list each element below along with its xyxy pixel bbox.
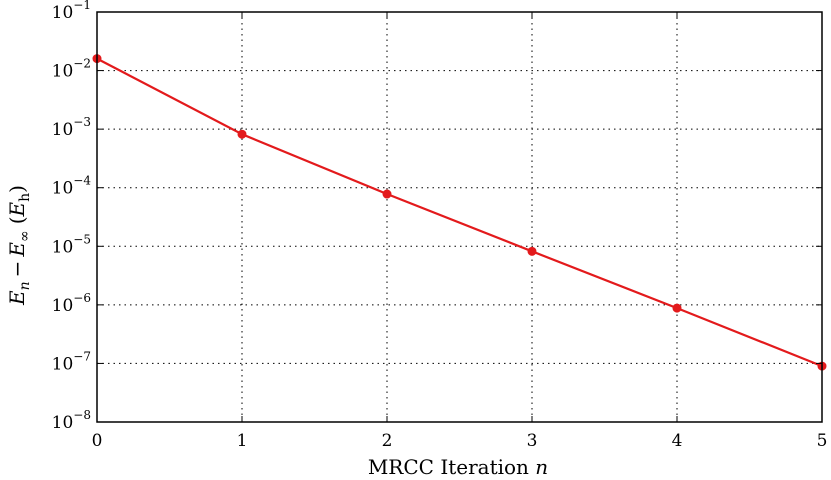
y-tick-label-base: 10 (52, 354, 74, 374)
x-axis-title-variable: n (535, 455, 548, 479)
y-tick-label-exponent: −8 (73, 408, 91, 422)
y-tick-label-exponent: −1 (73, 0, 91, 12)
y-tick-label-base: 10 (52, 296, 74, 316)
y-axis-title-energy-3: E (5, 201, 29, 217)
y-axis-title-energy: E (5, 290, 29, 306)
x-axis-title: MRCC Iteration n (368, 455, 548, 479)
y-tick-label-base: 10 (52, 120, 74, 140)
y-tick-label-exponent: −5 (73, 232, 91, 246)
y-tick-label-exponent: −6 (73, 291, 91, 305)
y-tick-label: 10−8 (52, 408, 91, 433)
y-tick-label-exponent: −3 (73, 115, 91, 129)
data-point (672, 303, 682, 313)
x-tick-label: 3 (527, 431, 538, 451)
y-tick-label-base: 10 (52, 179, 74, 199)
y-tick-label-exponent: −2 (73, 57, 91, 71)
y-axis-title-infinity-subscript: ∞ (17, 230, 33, 242)
x-tick-label: 5 (817, 431, 828, 451)
plot-frame (96, 11, 823, 423)
y-tick-label: 10−4 (52, 174, 92, 199)
y-axis-title-open-paren: ( (5, 216, 29, 224)
y-axis-title-n-subscript: n (17, 281, 33, 290)
data-point (382, 189, 392, 199)
y-tick-label: 10−2 (52, 57, 91, 82)
x-tick-label: 1 (237, 431, 248, 451)
y-tick-label: 10−7 (52, 349, 91, 374)
series-line (96, 57, 823, 368)
y-axis-title: En−E∞(Eh) (5, 185, 33, 306)
y-axis-title-close-paren: ) (5, 185, 29, 193)
x-tick-label: 4 (672, 431, 683, 451)
data-point (237, 129, 247, 139)
x-tick-label: 0 (92, 431, 103, 451)
y-tick-label: 10−1 (52, 0, 91, 23)
y-axis-title-energy-2: E (5, 242, 29, 258)
y-tick-label: 10−3 (52, 115, 91, 140)
y-tick-label: 10−6 (52, 291, 91, 316)
y-tick-label: 10−5 (52, 232, 91, 257)
y-axis-title-minus: − (5, 261, 29, 278)
y-tick-label-base: 10 (52, 413, 74, 433)
y-tick-label-base: 10 (52, 237, 74, 257)
ticks-layer: 0 1 2 3 4 510−110−210−310−410−510−610−710−8 (52, 0, 828, 451)
y-tick-label-base: 10 (52, 3, 74, 23)
grid (97, 12, 822, 422)
y-tick-label-exponent: −7 (73, 349, 91, 363)
y-tick-label-exponent: −4 (73, 174, 91, 188)
data-point (527, 246, 537, 256)
y-axis-title-h-subscript: h (17, 193, 33, 202)
x-axis-title-text: MRCC Iteration (368, 455, 529, 479)
y-tick-label-base: 10 (52, 62, 74, 82)
x-tick-label: 2 (382, 431, 393, 451)
